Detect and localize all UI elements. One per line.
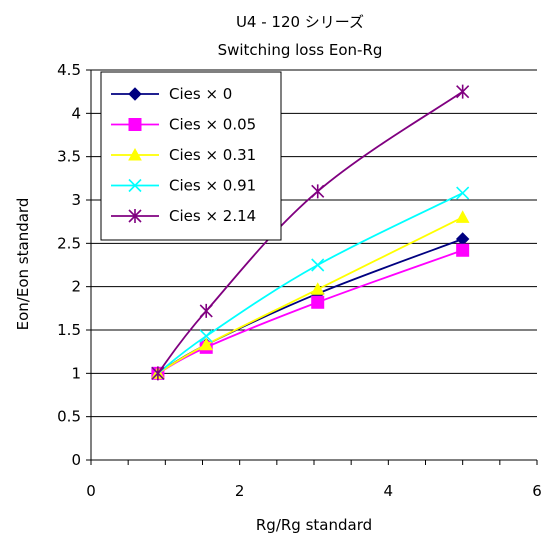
data-point-4-3: [456, 84, 470, 99]
y-tick-label-9: 4.5: [57, 61, 81, 79]
legend-label-2: Cies × 0.31: [169, 146, 256, 164]
data-point-3-1: [199, 329, 213, 343]
y-tick-label-0: 0: [71, 451, 81, 469]
legend-label-3: Cies × 0.91: [169, 177, 256, 195]
data-point-1-2: [311, 295, 325, 309]
legend-marker-2: [128, 147, 142, 161]
data-point-3-2: [311, 258, 325, 272]
legend-item-4: Cies × 2.14: [111, 207, 256, 225]
y-axis-label: Eon/Eon standard: [14, 198, 32, 331]
legend-label-0: Cies × 0: [169, 85, 232, 103]
x-axis-label: Rg/Rg standard: [256, 516, 372, 534]
y-tick-label-3: 1.5: [57, 321, 81, 339]
data-point-1-3: [456, 243, 470, 257]
y-tick-label-2: 1: [71, 364, 81, 382]
legend-marker-3: [128, 178, 142, 193]
y-tick-label-7: 3.5: [57, 148, 81, 166]
x-tick-label-3: 6: [532, 482, 542, 500]
axes-layer: [86, 69, 538, 465]
chart-subtitle: Switching loss Eon-Rg: [218, 41, 383, 59]
legend-label-1: Cies × 0.05: [169, 116, 256, 134]
series-layer: [151, 84, 470, 381]
legend-item-1: Cies × 0.05: [111, 116, 256, 134]
data-point-3-3: [456, 186, 470, 200]
tick-label-layer: 0 0.5 1 1.5 2 2.5 3 3.5 4 4.5 0 2 4 6: [57, 61, 542, 500]
y-tick-label-6: 3: [71, 191, 81, 209]
legend-item-0: Cies × 0: [111, 85, 232, 103]
legend-item-2: Cies × 0.31: [111, 146, 256, 164]
y-tick-label-8: 4: [71, 104, 81, 122]
legend-item-3: Cies × 0.91: [111, 177, 256, 195]
data-point-2-3: [455, 210, 470, 223]
legend-marker-1: [128, 118, 142, 131]
data-point-4-0: [151, 366, 165, 381]
x-tick-label-1: 2: [235, 482, 245, 500]
y-tick-label-5: 2.5: [57, 234, 81, 252]
data-point-2-1: [199, 337, 214, 351]
data-point-4-1: [199, 303, 213, 318]
legend-marker-4: [128, 209, 142, 223]
data-point-4-2: [311, 184, 325, 199]
x-tick-label-2: 4: [384, 482, 394, 500]
series-line-3: [157, 192, 464, 375]
y-tick-label-4: 2: [71, 278, 81, 296]
y-tick-label-1: 0.5: [57, 408, 81, 426]
series-line-2: [157, 216, 464, 375]
legend-marker-0: [128, 87, 142, 101]
data-point-2-2: [310, 282, 325, 295]
legend: Cies × 0 Cies × 0.05 Cies × 0.31 Cies × 0.9…: [100, 71, 282, 241]
legend-label-4: Cies × 2.14: [169, 207, 256, 225]
x-tick-label-0: 0: [86, 482, 96, 500]
chart-title: U4 - 120 シリーズ: [236, 13, 364, 31]
